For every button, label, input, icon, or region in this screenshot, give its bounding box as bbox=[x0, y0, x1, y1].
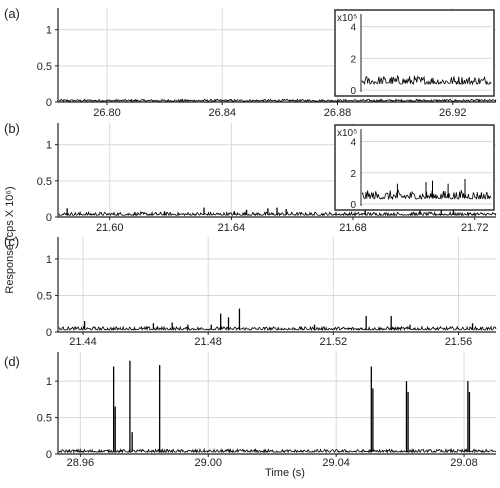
panel-label: (a) bbox=[4, 6, 20, 21]
y-tick-label: 0.5 bbox=[37, 413, 52, 425]
inset-y-tick-label: 2 bbox=[350, 169, 356, 180]
x-tick-label: 26.92 bbox=[439, 107, 467, 119]
panel-label: (d) bbox=[4, 354, 20, 369]
y-tick-label: 0.5 bbox=[37, 61, 52, 73]
inset-y-axis-title: x10⁵ bbox=[337, 13, 357, 24]
x-tick-label: 21.68 bbox=[339, 222, 367, 234]
x-tick-label: 28.96 bbox=[67, 457, 95, 469]
x-tick-label: 21.52 bbox=[320, 336, 348, 348]
y-tick-label: 0.5 bbox=[37, 290, 52, 302]
x-tick-label: 26.80 bbox=[93, 107, 121, 119]
y-tick-label: 1 bbox=[46, 254, 52, 266]
y-axis-title: Response (cps X 10⁶) bbox=[4, 186, 16, 293]
y-tick-label: 1 bbox=[46, 25, 52, 37]
x-tick-label: 26.84 bbox=[208, 107, 236, 119]
x-tick-label: 29.08 bbox=[450, 457, 478, 469]
series-line bbox=[58, 447, 497, 454]
inset-y-tick-label: 2 bbox=[350, 54, 356, 65]
x-tick-label: 21.44 bbox=[69, 336, 97, 348]
y-tick-label: 0 bbox=[46, 327, 52, 339]
panel-label: (c) bbox=[4, 234, 19, 249]
y-tick-label: 0 bbox=[46, 449, 52, 461]
y-tick-label: 1 bbox=[46, 376, 52, 388]
y-tick-label: 0 bbox=[46, 97, 52, 109]
y-tick-label: 0 bbox=[46, 212, 52, 224]
panels: 26.80 26.84 26.88 26.9200.51(a)024x10⁵21.60… bbox=[4, 6, 497, 469]
inset-series-line bbox=[361, 74, 492, 86]
inset-y-tick-label: 4 bbox=[350, 23, 356, 34]
inset-y-tick-label: 0 bbox=[350, 200, 356, 211]
inset-y-tick-label: 0 bbox=[350, 86, 356, 97]
x-tick-label: 21.48 bbox=[194, 336, 222, 348]
x-tick-label: 21.64 bbox=[218, 222, 246, 234]
series-line bbox=[58, 210, 497, 217]
x-tick-label: 26.88 bbox=[324, 107, 352, 119]
inset-y-axis-title: x10⁵ bbox=[337, 128, 357, 139]
series-line bbox=[58, 98, 497, 103]
x-axis-title: Time (s) bbox=[265, 467, 305, 479]
series-line bbox=[58, 325, 497, 332]
x-tick-label: 21.56 bbox=[445, 336, 473, 348]
x-tick-label: 21.72 bbox=[461, 222, 489, 234]
x-tick-label: 21.60 bbox=[96, 222, 124, 234]
y-tick-label: 0.5 bbox=[37, 176, 52, 188]
panel-label: (b) bbox=[4, 121, 20, 136]
x-tick-label: 29.04 bbox=[322, 457, 350, 469]
y-tick-label: 1 bbox=[46, 140, 52, 152]
x-tick-label: 29.00 bbox=[194, 457, 222, 469]
inset-frame bbox=[334, 124, 495, 211]
inset-y-tick-label: 4 bbox=[350, 138, 356, 149]
panel-d: 28.96 29.00 29.04 29.08 0 0.5 1 (d) bbox=[4, 352, 497, 469]
panel-c: 21.44 21.48 21.52 21.56 0 0.5 1 (c) bbox=[4, 234, 497, 348]
